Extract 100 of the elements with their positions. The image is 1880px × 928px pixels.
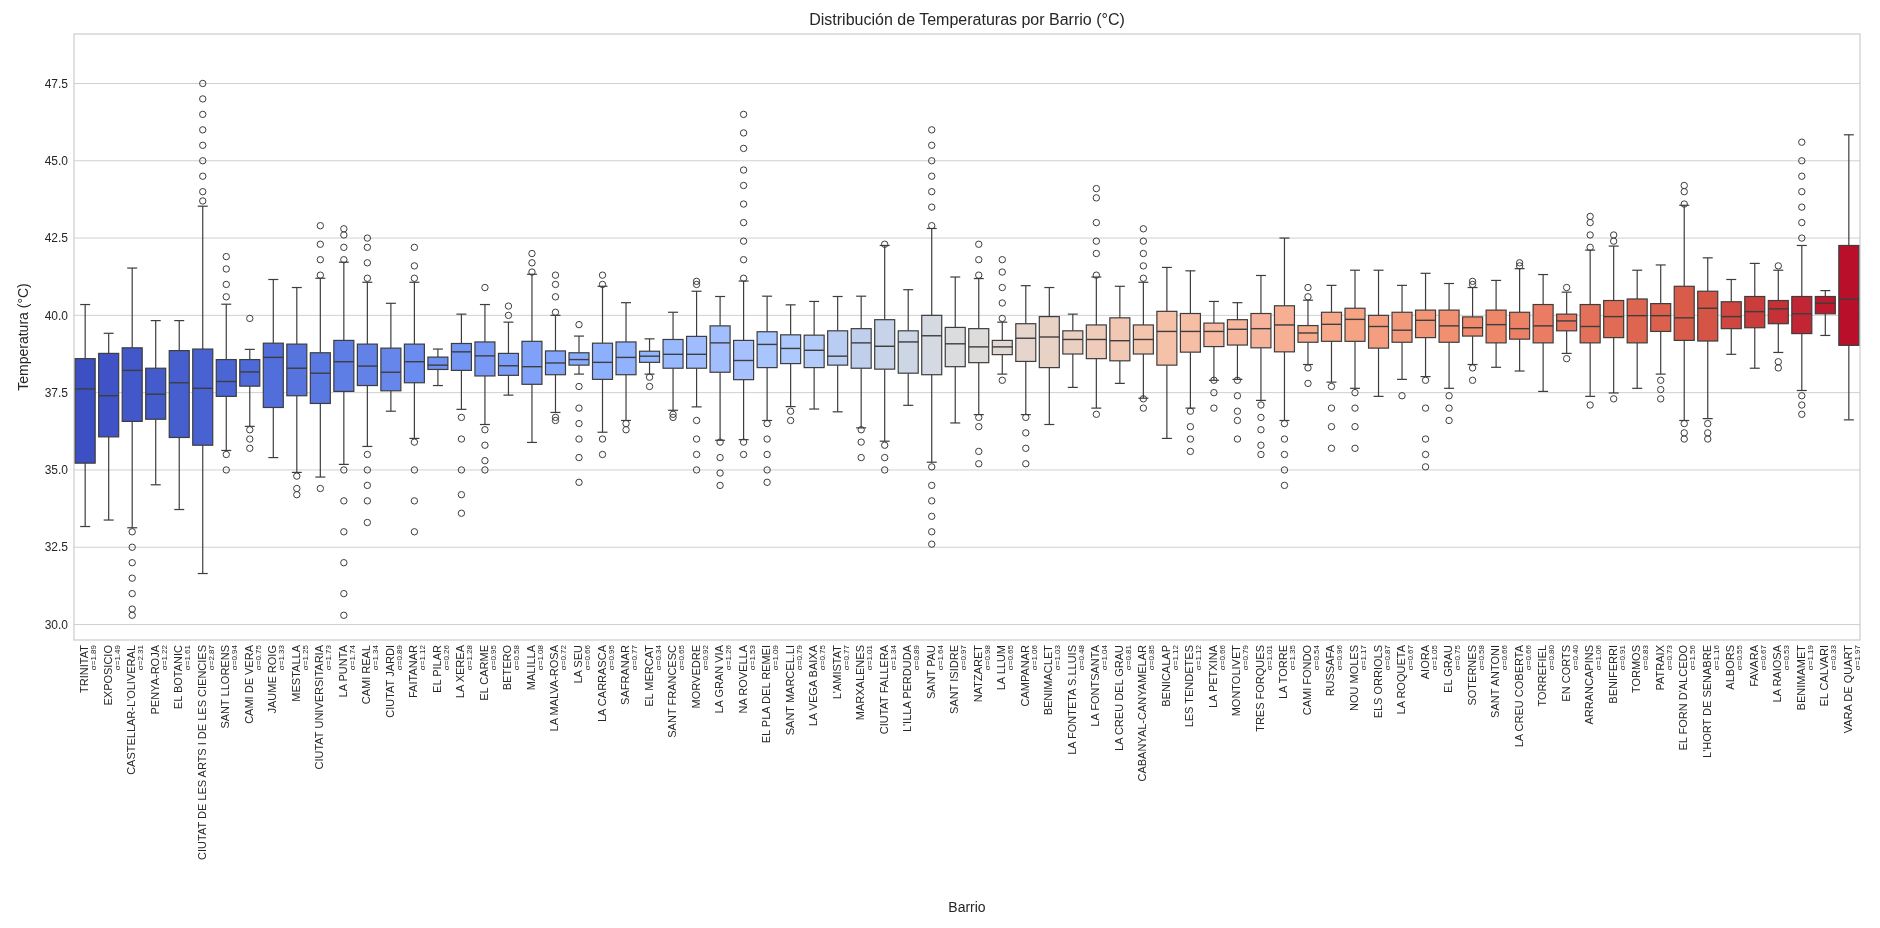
chart-title: Distribución de Temperaturas por Barrio (°C) — [809, 11, 1125, 28]
x-tick-label: EL PLA DEL REMEI — [760, 645, 773, 744]
text: σ=1.53 — [747, 644, 757, 671]
x-tick-label: SAFRANAR — [619, 644, 632, 705]
text: σ=0.79 — [1241, 644, 1251, 671]
x-tick-label: LA VEGA BAIXA — [807, 644, 820, 727]
text: σ=1.34 — [888, 644, 898, 671]
text: σ=1.34 — [371, 644, 381, 671]
x-tick-label: EL CARME — [477, 645, 490, 701]
x-tick-label: EL PILAR — [430, 644, 443, 693]
text: σ=0.66 — [1523, 644, 1533, 671]
y-axis-title: Temperatura (°C) — [15, 283, 31, 391]
x-tick-label: EN CORTS — [1559, 645, 1572, 702]
x-tick-label: BENIMAMET — [1794, 644, 1807, 711]
x-tick-label: NATZARET — [971, 644, 984, 703]
text: σ=0.85 — [1147, 644, 1157, 671]
x-tick-label: NA ROVELLA — [736, 644, 749, 714]
text: σ=0.67 — [1758, 644, 1768, 671]
x-tick-label: EXPOSICIO — [101, 644, 114, 706]
x-tick-label: L'HORT DE SENABRE — [1700, 645, 1713, 758]
text: σ=1.16 — [1711, 644, 1721, 671]
text: σ=1.12 — [1194, 644, 1204, 671]
x-tick-label: MALILLA — [524, 644, 537, 691]
y-tick-label: 30.0 — [44, 617, 69, 632]
x-tick-label: RUSSAFA — [1324, 644, 1337, 697]
text: σ=1.33 — [277, 644, 287, 671]
x-tick-label: SANT FRANCESC — [666, 644, 679, 738]
y-tick-label: 37.5 — [44, 385, 69, 400]
y-tick-label: 42.5 — [44, 231, 69, 246]
text: σ=1.08 — [535, 644, 545, 671]
x-tick-label: CAMI REAL — [360, 645, 373, 705]
text: σ=1.05 — [1429, 644, 1439, 671]
text: σ=1.74 — [347, 644, 357, 671]
text: σ=0.92 — [700, 644, 710, 671]
text: σ=0.53 — [1782, 644, 1792, 671]
y-tick-label: 47.5 — [44, 76, 69, 91]
text: σ=0.95 — [606, 644, 616, 671]
x-axis-title: Barrio — [948, 899, 986, 915]
text: σ=0.73 — [1664, 644, 1674, 671]
x-tick-label: LA CARRASCA — [595, 644, 608, 723]
x-tick-label: PATRAIX — [1653, 644, 1666, 691]
y-tick-label: 40.0 — [44, 308, 69, 323]
x-tick-label: LA CREU COBERTA — [1512, 644, 1525, 748]
text: σ=0.67 — [1406, 644, 1416, 671]
x-tick-label: SOTERNES — [1465, 645, 1478, 706]
text: σ=1.22 — [159, 644, 169, 671]
text: σ=0.97 — [959, 644, 969, 671]
x-tick-label: CAMI DE VERA — [242, 644, 255, 724]
x-tick-label: BENIMACLET — [1042, 644, 1055, 716]
text: σ=1.01 — [865, 644, 875, 671]
text: σ=0.96 — [1335, 644, 1345, 671]
text: σ=0.77 — [630, 644, 640, 671]
text: σ=1.64 — [935, 644, 945, 671]
text: σ=2.31 — [136, 644, 146, 671]
text: σ=1.19 — [1805, 644, 1815, 671]
x-tick-label: EL FORN D'ALCEDO — [1677, 644, 1690, 751]
text: σ=1.97 — [1852, 644, 1862, 671]
text: σ=1.28 — [465, 644, 475, 671]
x-tick-label: TRINITAT — [78, 644, 91, 693]
x-tick-label: ELS ORRIOLS — [1371, 645, 1384, 719]
text: σ=0.89 — [912, 644, 922, 671]
text: σ=0.55 — [1735, 644, 1745, 671]
text: σ=0.40 — [1570, 644, 1580, 671]
x-tick-label: LES TENDETES — [1183, 645, 1196, 728]
x-tick-label: CAMI FONDO — [1300, 644, 1313, 716]
x-tick-label: LA MALVA-ROSA — [548, 644, 561, 732]
text: σ=0.89 — [394, 644, 404, 671]
text: σ=1.89 — [89, 644, 99, 671]
x-tick-label: EL CALVARI — [1818, 645, 1831, 707]
text: σ=1.73 — [324, 644, 334, 671]
text: σ=0.65 — [677, 644, 687, 671]
text: σ=1.35 — [1288, 644, 1298, 671]
x-tick-label: LA PETXINA — [1206, 644, 1219, 708]
x-tick-label: EL BOTANIC — [172, 644, 185, 710]
y-tick-label: 45.0 — [44, 153, 69, 168]
x-tick-label: BENICALAP — [1159, 645, 1172, 707]
text: σ=1.49 — [112, 644, 122, 671]
x-tick-label: ALBORS — [1724, 645, 1737, 690]
x-tick-label: BETERO — [501, 644, 514, 691]
text: σ=1.25 — [300, 644, 310, 671]
x-tick-label: MORVEDRE — [689, 645, 702, 709]
x-tick-label: TORMOS — [1630, 645, 1643, 694]
text: σ=1.12 — [418, 644, 428, 671]
y-tick-label: 35.0 — [44, 463, 69, 478]
x-tick-label: SANT LLORENS — [219, 645, 232, 729]
text: σ=0.95 — [488, 644, 498, 671]
text: σ=0.65 — [1006, 644, 1016, 671]
x-tick-label: EL GRAU — [1442, 644, 1455, 693]
text: σ=1.61 — [183, 644, 193, 671]
text: σ=0.94 — [230, 644, 240, 671]
text: σ=0.33 — [1829, 644, 1839, 671]
x-tick-label: CAMPANAR — [1018, 644, 1031, 707]
text: σ=0.91 — [1617, 644, 1627, 671]
x-tick-label: SANT ANTONI — [1489, 645, 1502, 718]
x-tick-label: LA FONTETA S.LLUIS — [1065, 645, 1078, 755]
x-tick-label: EL MERCAT — [642, 644, 655, 707]
text: σ=0.66 — [582, 644, 592, 671]
text: σ=1.03 — [1053, 644, 1063, 671]
x-tick-label: CIUTAT DE LES ARTS I DE LES CIENCIES — [195, 645, 208, 860]
text: σ=1.09 — [771, 644, 781, 671]
